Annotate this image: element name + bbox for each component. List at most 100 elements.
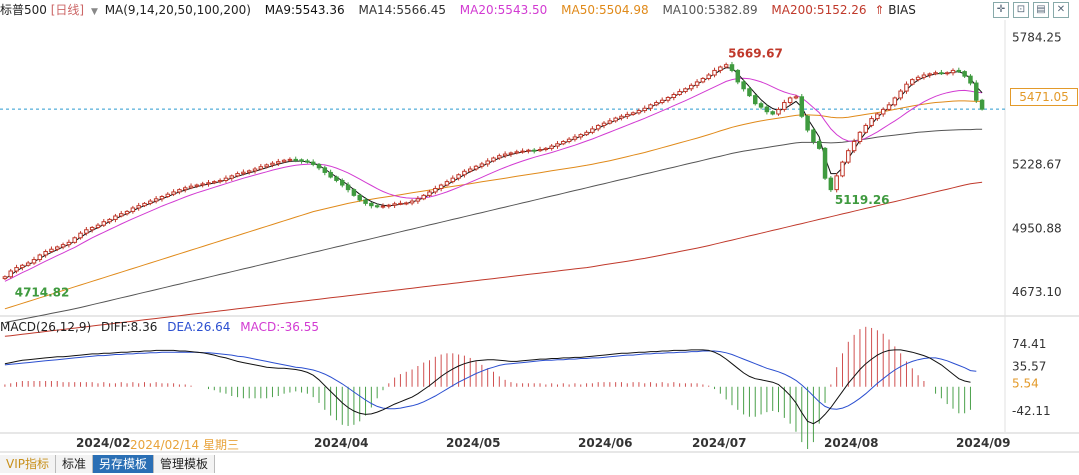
candle-body (642, 107, 647, 112)
candle-body (438, 184, 444, 189)
arrow-up-icon: ⇑ (874, 3, 885, 17)
candle-body (246, 170, 252, 173)
candle-body (689, 84, 694, 90)
candle-body (869, 118, 874, 126)
candle-body (846, 150, 851, 163)
fit-screen-icon[interactable]: ⊡ (1013, 2, 1029, 18)
candle-body (636, 110, 642, 114)
y-tick-label: 4950.88 (1012, 221, 1062, 235)
candle-body (927, 73, 932, 76)
period-selector[interactable]: [日线] (50, 3, 85, 17)
candle-body (322, 167, 328, 173)
candle-body (107, 218, 112, 223)
ma50-value: MA50:5504.98 (561, 3, 649, 17)
candle-body (113, 215, 118, 220)
candle-body (55, 246, 60, 250)
candle-body (264, 164, 269, 168)
candle-body (398, 202, 403, 205)
ma14-value: MA14:5566.45 (358, 3, 446, 17)
candle-body (537, 149, 543, 152)
candle-body (229, 175, 234, 179)
tab-save-template[interactable]: 另存模板 (93, 455, 155, 473)
candle-body (433, 187, 438, 193)
tab-standard[interactable]: 标准 (56, 455, 94, 473)
layout-icon[interactable]: ▤ (1033, 2, 1049, 18)
candle-body (159, 196, 165, 200)
x-tick-label: 2024/09 (956, 436, 1011, 450)
ma200-line (4, 181, 983, 337)
candle-body (607, 120, 613, 124)
candle-body (793, 96, 799, 99)
candle-body (944, 72, 950, 75)
candle-body (875, 113, 880, 120)
candle-body (235, 173, 240, 177)
candle-body (14, 267, 19, 272)
candle-body (316, 163, 322, 169)
candle-body (491, 157, 496, 162)
candle-body (60, 244, 66, 248)
candle-body (514, 151, 520, 154)
candle-body (369, 202, 374, 207)
candle-body (956, 69, 962, 73)
close-icon[interactable]: ✕ (1053, 2, 1069, 18)
candle-body (933, 72, 938, 75)
candle-body (683, 88, 688, 93)
candle-body (217, 179, 223, 183)
candle-body (223, 177, 229, 181)
candle-body (497, 155, 502, 159)
ma9-value: MA9:5543.36 (264, 3, 345, 17)
candle-body (2, 276, 8, 280)
candle-body (20, 264, 25, 269)
candle-body (84, 229, 89, 234)
candle-body (165, 193, 171, 198)
candle-body (572, 136, 578, 140)
chevron-down-icon[interactable]: ▼ (90, 7, 98, 17)
bias-indicator[interactable]: BIAS (888, 3, 916, 17)
y-tick-label: 4673.10 (1012, 285, 1062, 299)
tab-vip-indicator[interactable]: VIP指标 (0, 455, 56, 473)
x-tick-label: 2024/07 (692, 436, 747, 450)
candle-body (968, 75, 973, 84)
candle-body (601, 122, 607, 126)
candle-body (555, 143, 560, 147)
candle-body (456, 174, 461, 179)
candle-body (252, 168, 258, 172)
candle-body (718, 66, 723, 71)
candle-body (310, 161, 316, 165)
macd-y-tick-label: 74.41 (1012, 337, 1046, 351)
macd-y-tick-label: -42.11 (1012, 404, 1051, 418)
candle-body (787, 97, 793, 104)
candle-body (130, 207, 136, 212)
candle-body (409, 200, 415, 204)
candle-body (101, 221, 107, 226)
candle-body (8, 270, 13, 278)
candle-body (659, 99, 665, 104)
candle-body (630, 112, 636, 115)
candle-body (735, 69, 741, 83)
x-tick-label: 2024/02 (76, 436, 131, 450)
candle-body (648, 104, 653, 109)
candle-body (502, 153, 508, 157)
candle-body (212, 181, 217, 184)
macd-params[interactable]: MACD(26,12,9) (0, 320, 92, 334)
candle-body (561, 140, 566, 145)
candle-body (857, 131, 863, 142)
candle-body (886, 104, 892, 110)
candle-body (939, 72, 944, 75)
candle-body (31, 259, 37, 264)
ma-params[interactable]: MA(9,14,20,50,100,200) (104, 3, 251, 17)
candle-body (357, 194, 362, 201)
candle-body (427, 191, 432, 196)
candle-body (386, 204, 392, 207)
candle-body (305, 160, 310, 163)
candle-body (270, 162, 275, 166)
ma100-value: MA100:5382.89 (662, 3, 758, 17)
crosshair-icon[interactable]: ✛ (993, 2, 1009, 18)
candle-body (241, 171, 246, 175)
candle-body (898, 90, 903, 99)
candle-body (915, 76, 921, 81)
candle-body (834, 175, 839, 191)
candle-body (118, 213, 124, 217)
tab-manage-template[interactable]: 管理模板 (154, 455, 216, 473)
